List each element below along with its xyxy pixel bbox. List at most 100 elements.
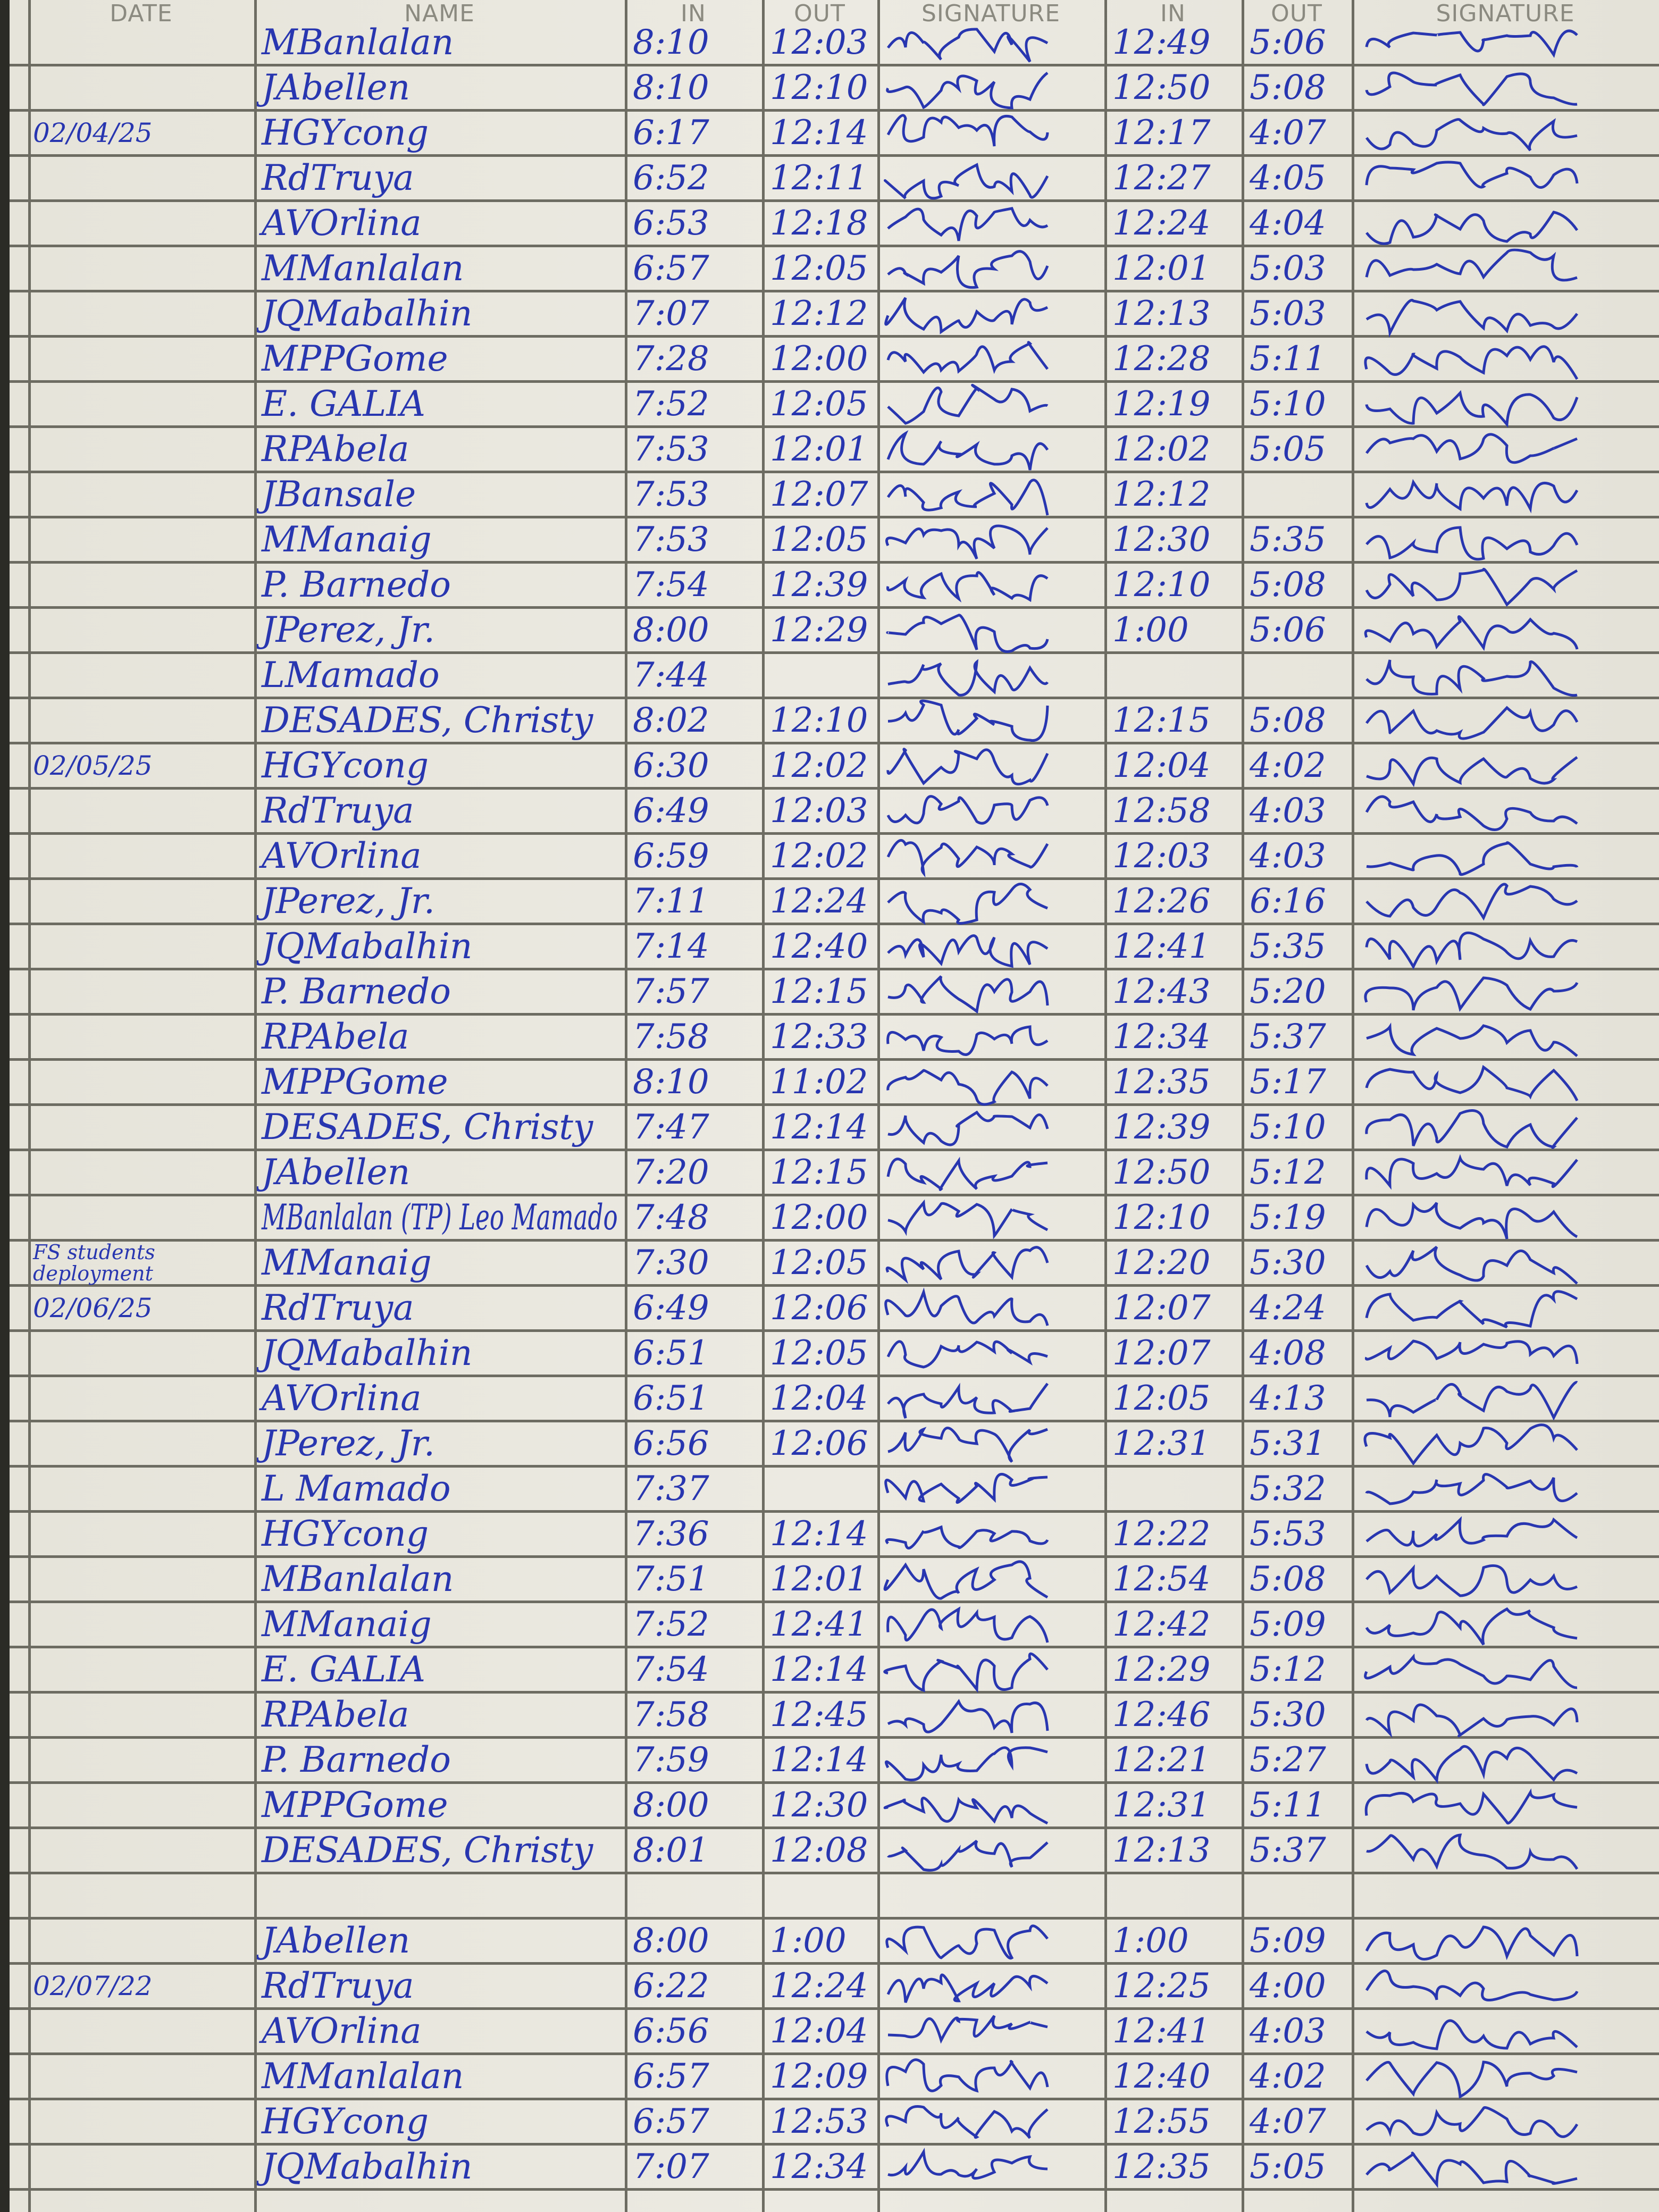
name-cell: RPAbela (262, 1016, 409, 1057)
pm-out-cell: 5:05 (1250, 2147, 1326, 2186)
pm-signature (1365, 706, 1579, 740)
name-cell: JQMabalhin (262, 2146, 473, 2187)
signature-stroke (886, 430, 1049, 471)
pm-in-cell: 12:31 (1112, 1424, 1211, 1463)
signature-stroke (1365, 931, 1578, 970)
pm-signature (1366, 756, 1578, 787)
pm-out-cell: 5:30 (1250, 1243, 1326, 1283)
am-signature (887, 1698, 1049, 1733)
pm-signature (1365, 1473, 1578, 1505)
am-signature (886, 839, 1049, 878)
pm-out-cell: 5:17 (1250, 1062, 1326, 1102)
column-rule (1352, 0, 1354, 2212)
am-out-cell: 12:39 (770, 565, 868, 605)
am-out-cell: 12:00 (770, 339, 868, 379)
signature-stroke (1365, 2019, 1578, 2050)
pm-out-cell: 5:03 (1250, 294, 1326, 333)
am-in-cell: 7:11 (633, 882, 709, 921)
name-cell: DESADES, Christy (262, 1830, 593, 1871)
header-am-out: OUT (794, 0, 845, 27)
pm-out-cell: 5:06 (1250, 610, 1326, 650)
signature-stroke (887, 883, 1048, 925)
table-row: E. GALIA 7:52 12:05 12:19 5:10 (10, 383, 1659, 428)
signature-stroke (1363, 1423, 1578, 1466)
am-in-cell: 6:22 (633, 1966, 709, 2006)
am-in-cell: 8:00 (633, 610, 709, 650)
am-in-cell: 6:49 (633, 1288, 709, 1328)
pm-in-cell: 12:07 (1112, 1334, 1211, 1373)
signature-stroke (1365, 706, 1579, 740)
am-in-cell: 7:14 (633, 927, 709, 966)
am-in-cell: 6:51 (633, 1334, 709, 1373)
table-row: DESADES, Christy 8:02 12:10 12:15 5:08 (10, 699, 1659, 744)
signature-stroke (884, 1287, 1049, 1326)
pm-in-cell: 12:43 (1112, 972, 1211, 1011)
am-out-cell: 12:05 (770, 520, 868, 559)
signature-stroke (1365, 1703, 1579, 1738)
date-cell: 02/05/25 (33, 750, 153, 781)
pm-signature (1365, 1607, 1578, 1646)
am-signature (885, 1246, 1049, 1284)
am-signature (886, 1606, 1049, 1643)
pm-out-cell: 5:11 (1250, 1786, 1326, 1825)
pm-signature (1365, 1065, 1579, 1102)
am-out-cell: 11:02 (770, 1062, 868, 1102)
pm-in-cell: 12:40 (1112, 2057, 1211, 2096)
am-out-cell: 12:33 (770, 1017, 868, 1057)
pm-in-cell: 12:02 (1112, 430, 1211, 469)
signature-stroke (885, 1525, 1049, 1549)
table-row: AVOrlina 6:59 12:02 12:03 4:03 (10, 835, 1659, 880)
name-cell: RPAbela (262, 1694, 409, 1735)
signature-stroke (1365, 2151, 1578, 2189)
table-row: JQMabalhin 7:07 12:34 12:35 5:05 (10, 2146, 1659, 2191)
name-cell: P. Barnedo (262, 971, 451, 1012)
pm-signature (1365, 659, 1578, 697)
table-row (10, 1874, 1659, 1920)
pm-out-cell: 5:09 (1250, 1921, 1326, 1960)
pm-in-cell: 12:04 (1112, 746, 1211, 785)
am-in-cell: 6:57 (633, 249, 709, 288)
signature-stroke (1366, 1833, 1579, 1870)
am-out-cell: 12:09 (770, 2057, 868, 2096)
signature-stroke (886, 839, 1049, 878)
pm-out-cell: 4:05 (1250, 158, 1326, 198)
am-signature (885, 524, 1049, 560)
column-rule (625, 0, 627, 2212)
pm-out-cell: 4:03 (1250, 836, 1326, 876)
am-signature (887, 2148, 1048, 2180)
name-cell: P. Barnedo (262, 564, 451, 605)
signature-stroke (885, 1746, 1048, 1781)
am-signature (887, 1110, 1049, 1146)
signature-stroke (1365, 2106, 1579, 2138)
signature-stroke (887, 1427, 1048, 1463)
am-in-cell: 6:53 (633, 204, 709, 243)
am-signature (886, 479, 1049, 516)
table-row: 02/04/25 HGYcong 6:17 12:14 12:17 4:07 (10, 112, 1659, 157)
table-row: JPerez, Jr. 8:00 12:29 1:00 5:06 (10, 609, 1659, 654)
pm-out-cell: 5:31 (1250, 1424, 1326, 1463)
signature-stroke (1365, 1607, 1578, 1646)
table-row: MManlalan 6:57 12:05 12:01 5:03 (10, 247, 1659, 292)
am-signature (887, 699, 1049, 742)
am-in-cell: 7:52 (633, 1605, 709, 1644)
signature-stroke (886, 341, 1049, 374)
header-date: DATE (110, 0, 173, 27)
am-signature (887, 1199, 1049, 1239)
signature-stroke (1365, 118, 1578, 152)
am-out-cell: 12:05 (770, 249, 868, 288)
pm-out-cell: 5:05 (1250, 430, 1326, 469)
name-cell: RdTruya (262, 157, 414, 198)
am-in-cell: 7:59 (633, 1740, 709, 1780)
table-row: P. Barnedo 7:54 12:39 12:10 5:08 (10, 564, 1659, 609)
am-out-cell: 12:24 (770, 882, 868, 921)
am-in-cell: 6:59 (633, 836, 709, 876)
pm-out-cell: 5:19 (1250, 1198, 1326, 1237)
pm-out-cell: 5:08 (1250, 701, 1326, 740)
pm-in-cell: 12:55 (1112, 2102, 1211, 2141)
table-row: RdTruya 6:49 12:03 12:58 4:03 (10, 790, 1659, 835)
signature-stroke (1364, 1653, 1578, 1689)
name-cell: RdTruya (262, 1965, 414, 2006)
table-row: DESADES, Christy 7:47 12:14 12:39 5:10 (10, 1106, 1659, 1151)
table-row: JQMabalhin 7:14 12:40 12:41 5:35 (10, 925, 1659, 970)
table-row: HGYcong 6:57 12:53 12:55 4:07 (10, 2100, 1659, 2146)
